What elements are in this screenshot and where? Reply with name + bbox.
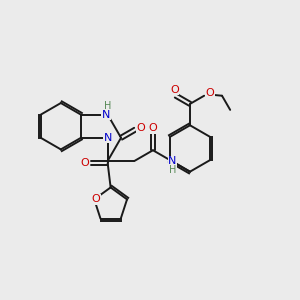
Text: O: O (170, 85, 179, 95)
Text: H: H (169, 165, 176, 175)
Text: O: O (206, 88, 214, 98)
Text: O: O (80, 158, 89, 168)
Text: O: O (148, 123, 157, 133)
Text: N: N (102, 110, 110, 120)
Text: N: N (103, 133, 112, 143)
Text: H: H (104, 101, 111, 111)
Text: O: O (91, 194, 100, 204)
Text: N: N (168, 156, 177, 166)
Text: O: O (136, 123, 145, 133)
